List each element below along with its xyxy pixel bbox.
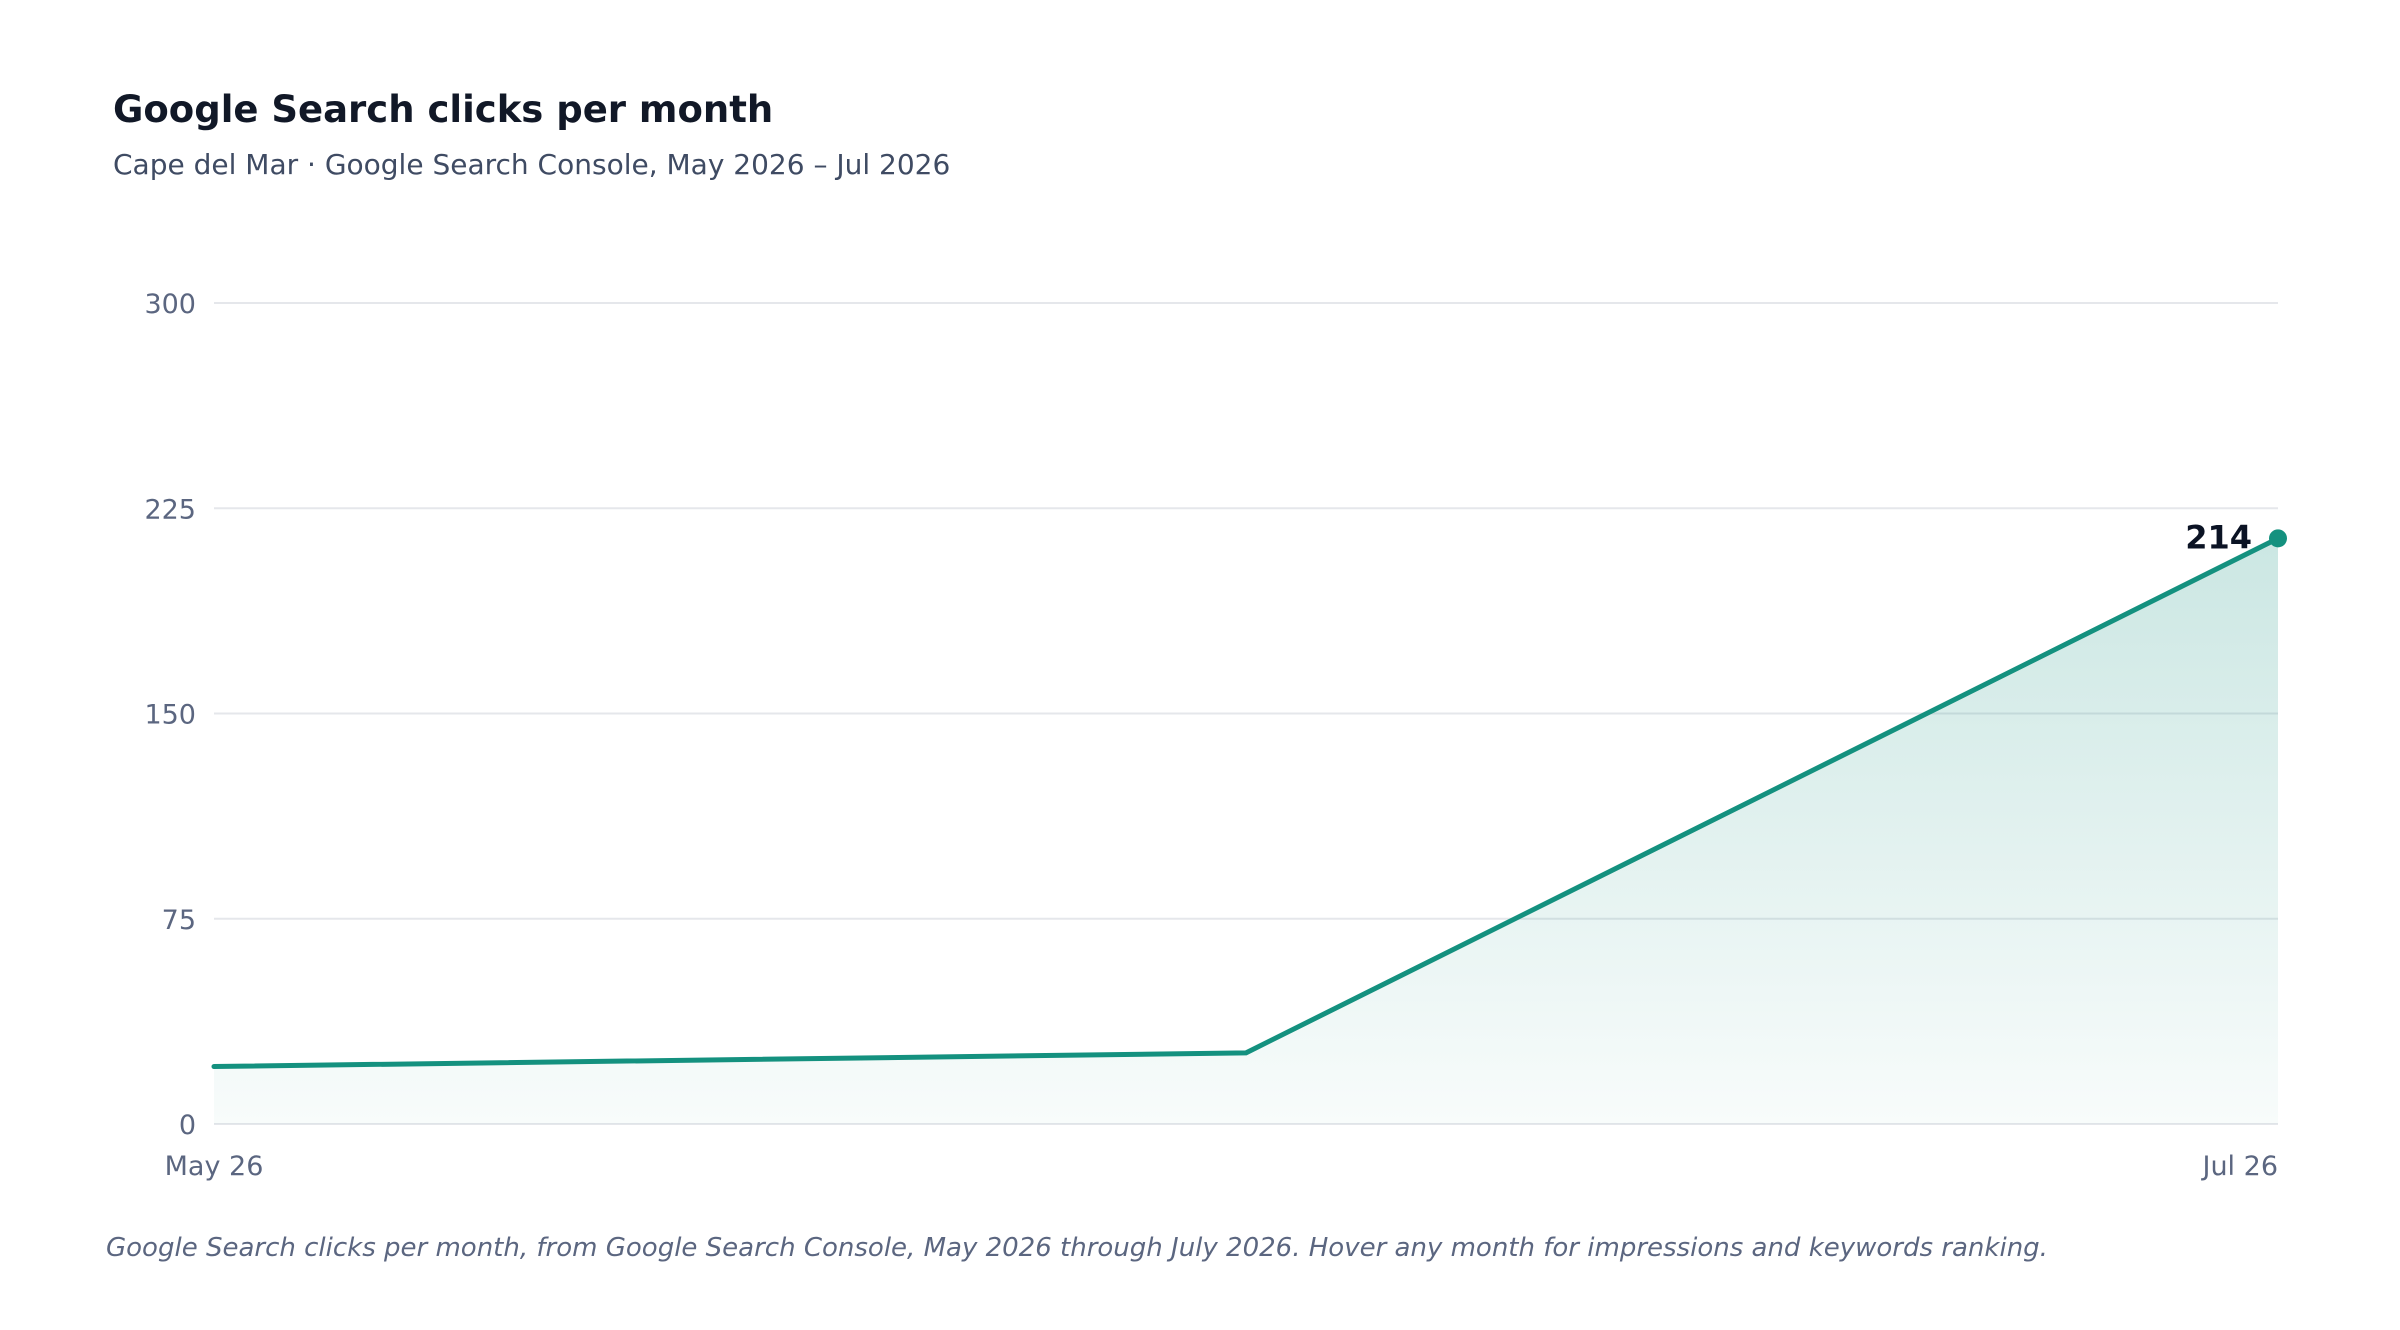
x-tick-label: Jul 26 — [2200, 1151, 2278, 1182]
end-point-label: 214 — [2185, 518, 2252, 556]
y-axis-ticks: 0 75 150 225 300 — [144, 289, 196, 1141]
y-tick-label: 0 — [179, 1110, 196, 1141]
y-tick-label: 300 — [144, 289, 196, 320]
area-fill — [214, 538, 2278, 1124]
chart-title: Google Search clicks per month — [113, 88, 774, 131]
chart-caption: Google Search clicks per month, from Goo… — [106, 1233, 2048, 1263]
y-tick-label: 225 — [144, 494, 196, 525]
end-point-marker — [2269, 529, 2287, 548]
series-line — [211, 535, 2281, 1070]
series-line-path — [211, 535, 2281, 1070]
chart-subtitle: Cape del Mar · Google Search Console, Ma… — [113, 148, 951, 181]
x-axis-ticks: May 26 Jul 26 — [165, 1151, 2278, 1182]
y-tick-label: 75 — [162, 905, 196, 936]
y-tick-label: 150 — [144, 700, 196, 731]
series-points: 214 — [2185, 518, 2287, 556]
x-tick-label: May 26 — [165, 1151, 264, 1182]
series-area — [214, 538, 2278, 1124]
